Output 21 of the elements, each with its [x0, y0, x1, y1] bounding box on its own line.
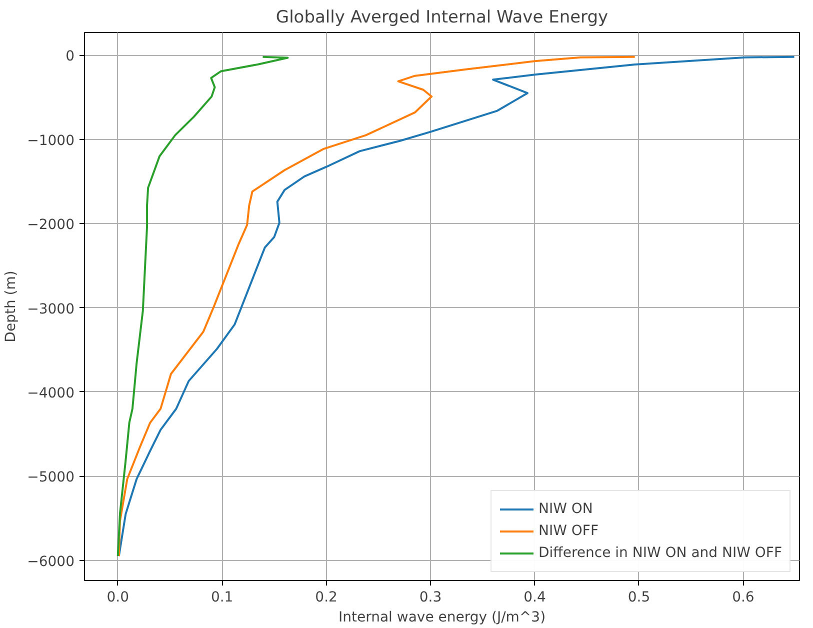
- x-axis-title: Internal wave energy (J/m^3): [338, 610, 546, 626]
- y-tick-label: 0: [66, 48, 75, 65]
- x-tick-label: 0.1: [210, 590, 234, 606]
- legend-label: NIW OFF: [538, 523, 599, 539]
- y-tick-label: −4000: [27, 385, 74, 402]
- y-tick-label: −3000: [27, 301, 74, 318]
- y-tick-label: −5000: [27, 470, 74, 486]
- x-tick-label: 0.2: [315, 590, 338, 606]
- x-tick-label: 0.5: [628, 590, 650, 606]
- x-tick-label: 0.3: [419, 590, 442, 606]
- line-series: [116, 56, 289, 558]
- legend-label: NIW ON: [538, 501, 593, 517]
- chart-title: Globally Averged Internal Wave Energy: [276, 8, 608, 28]
- legend-label: Difference in NIW ON and NIW OFF: [538, 545, 782, 561]
- y-tick-label: −6000: [27, 554, 74, 570]
- y-tick-label: −2000: [27, 217, 74, 234]
- x-tick-label: 0.0: [106, 590, 129, 606]
- y-tick-label: −1000: [27, 132, 74, 149]
- x-tick-label: 0.6: [732, 590, 754, 606]
- x-tick-label: 0.4: [524, 590, 546, 606]
- y-axis-title: Depth (m): [3, 270, 20, 342]
